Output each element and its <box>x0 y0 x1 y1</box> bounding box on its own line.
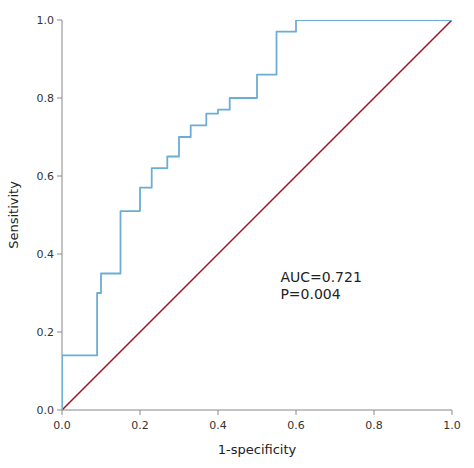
series-line <box>62 20 452 410</box>
y-tick <box>57 410 62 411</box>
x-tick-label: 0.4 <box>209 419 227 432</box>
x-tick <box>218 410 219 415</box>
annotation-line: AUC=0.721 <box>280 269 361 285</box>
y-tick <box>57 254 62 255</box>
y-axis-line <box>62 20 63 410</box>
annotation: AUC=0.721P=0.004 <box>280 269 361 302</box>
x-tick-label: 0.2 <box>131 419 149 432</box>
x-axis-line <box>62 410 452 411</box>
y-tick-label: 0.8 <box>37 92 55 105</box>
y-axis-label: Sensitivity <box>6 181 21 249</box>
x-tick <box>62 410 63 415</box>
y-tick <box>57 98 62 99</box>
plot-area <box>62 20 452 410</box>
y-tick <box>57 176 62 177</box>
x-tick-label: 0.0 <box>53 419 71 432</box>
y-tick-label: 0.0 <box>37 404 55 417</box>
annotation-line: P=0.004 <box>280 286 340 302</box>
y-tick-label: 0.4 <box>37 248 55 261</box>
x-tick <box>296 410 297 415</box>
x-tick-label: 0.6 <box>287 419 305 432</box>
y-tick <box>57 332 62 333</box>
series-line <box>62 20 452 410</box>
x-tick <box>452 410 453 415</box>
y-tick-label: 0.2 <box>37 326 55 339</box>
axes: 0.0 0.2 0.4 0.6 0.8 1.0 0.0 0.2 0.4 0.6 0.8 1.0 <box>37 14 461 432</box>
x-tick <box>374 410 375 415</box>
y-tick-label: 0.6 <box>37 170 55 183</box>
x-tick-label: 1.0 <box>443 419 461 432</box>
x-tick <box>140 410 141 415</box>
chart: 0.0 0.2 0.4 0.6 0.8 1.0 0.0 0.2 0.4 0.6 0.8 1.0 1-sp… <box>0 0 474 468</box>
x-axis-label: 1-specificity <box>218 442 297 457</box>
y-tick <box>57 20 62 21</box>
x-tick-label: 0.8 <box>365 419 383 432</box>
y-tick-label: 1.0 <box>37 14 55 27</box>
